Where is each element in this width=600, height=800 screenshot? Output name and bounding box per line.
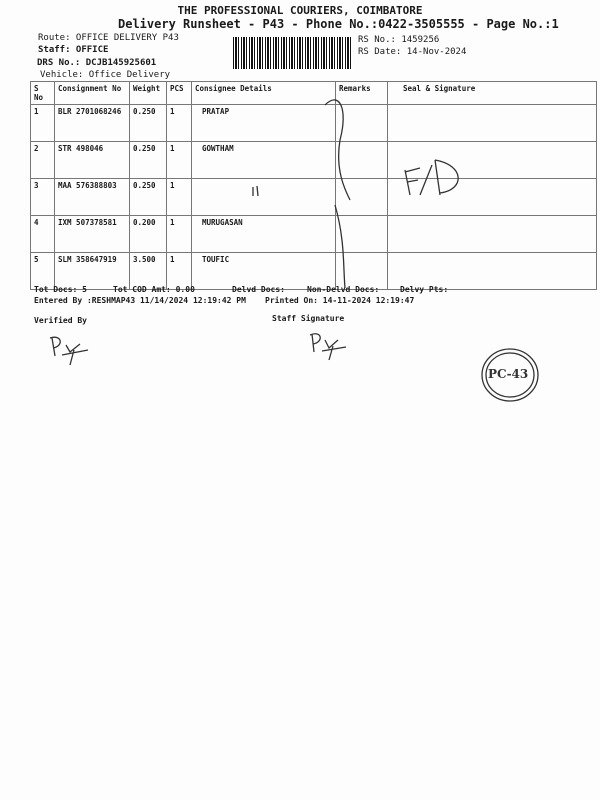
non-delvd-docs: Non-Delvd Docs: — [307, 285, 380, 294]
drs-no: DRS No.: DCJB145925601 — [37, 58, 157, 68]
cell-weight: 0.250 — [129, 104, 167, 142]
company-title: THE PROFESSIONAL COURIERS, COIMBATORE — [177, 4, 423, 17]
cell-consignee: PRATAP — [191, 104, 336, 142]
vehicle: Vehicle: Office Delivery — [40, 70, 171, 80]
rs-no: RS No.: 1459256 — [358, 35, 440, 45]
cell-seal — [387, 178, 597, 216]
cell-weight: 0.250 — [129, 178, 167, 216]
pc43-stamp: PC-43 — [481, 348, 539, 402]
cell-sno: 3 — [30, 178, 55, 216]
staff-signature — [309, 333, 347, 361]
col-remarks: Remarks — [335, 81, 388, 105]
printed-on: Printed On: 14-11-2024 12:19:47 — [265, 296, 415, 305]
svg-text:PC-43: PC-43 — [488, 367, 528, 381]
cell-sno: 5 — [30, 252, 55, 290]
barcode — [233, 37, 353, 69]
delvd-docs: Delvd Docs: — [232, 285, 285, 294]
table-row: 3 MAA 576388803 0.250 1 — [30, 178, 597, 216]
delvy-pts: Delvy Pts: — [400, 285, 449, 294]
staff: Staff: OFFICE — [38, 45, 109, 55]
staff-signature-label: Staff Signature — [272, 314, 345, 323]
remark-stroke — [324, 99, 351, 289]
col-sno: S No — [30, 81, 55, 105]
cell-pcs: 1 — [166, 141, 192, 179]
cell-weight: 3.500 — [129, 252, 167, 290]
rs-date: RS Date: 14-Nov-2024 — [358, 47, 467, 57]
entered-by: Entered By :RESHMAP43 11/14/2024 12:19:4… — [34, 296, 246, 305]
cell-consignee: TOUFIC — [191, 252, 336, 290]
col-weight: Weight — [129, 81, 167, 105]
cell-pcs: 1 — [166, 252, 192, 290]
fd-handwriting — [404, 159, 459, 196]
verified-by-label: Verified By — [34, 316, 87, 325]
table-row: 5 SLM 358647919 3.500 1 TOUFIC — [30, 252, 597, 290]
cell-seal — [387, 104, 597, 142]
route: Route: OFFICE DELIVERY P43 — [38, 33, 179, 43]
cell-consignee: GOWTHAM — [191, 141, 336, 179]
cell-cno: STR 498046 — [54, 141, 130, 179]
cell-seal — [387, 141, 597, 179]
consignment-table: S No Consignment No Weight PCS Consignee… — [30, 81, 597, 290]
tot-docs: Tot Docs: 5 — [34, 285, 87, 294]
col-seal: Seal & Signature — [387, 81, 597, 105]
table-row: 2 STR 498046 0.250 1 GOWTHAM — [30, 141, 597, 179]
verified-signature — [49, 336, 89, 366]
cell-seal — [387, 252, 597, 290]
runsheet-title: Delivery Runsheet - P43 - Phone No.:0422… — [118, 17, 559, 31]
col-consignee: Consignee Details — [191, 81, 336, 105]
cell-sno: 1 — [30, 104, 55, 142]
tot-cod: Tot COD Amt: 0.00 — [113, 285, 195, 294]
tick-mark — [252, 185, 259, 197]
